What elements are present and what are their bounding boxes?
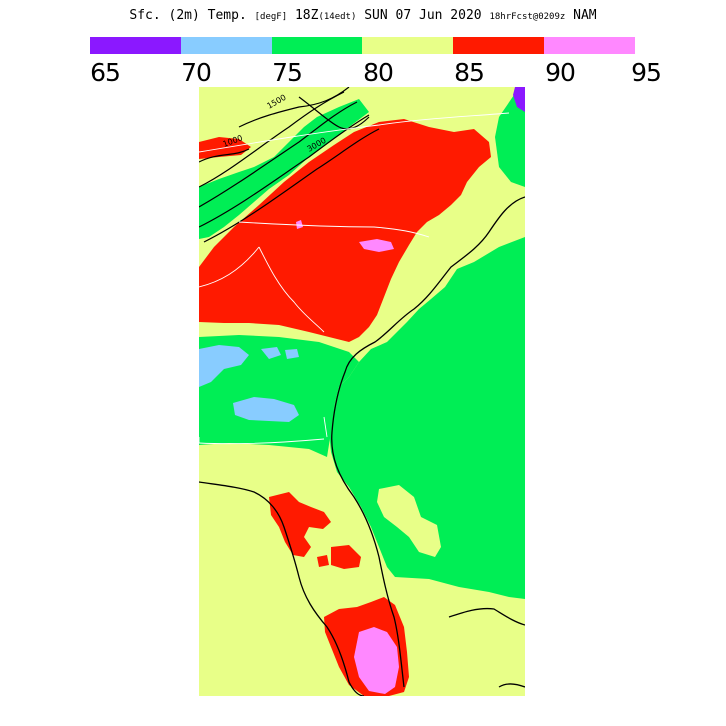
fill-85-90-carolinas xyxy=(199,119,491,342)
legend-tick-95: 95 xyxy=(631,58,662,87)
fill-70-75-small-b xyxy=(285,349,299,359)
legend-tick-70: 70 xyxy=(181,58,212,87)
fill-90-95-sc xyxy=(359,239,394,252)
title-local-time: (14edt) xyxy=(318,12,357,22)
fill-80-85-gulf-stream-patch xyxy=(377,485,441,557)
fill-75-80-ocean xyxy=(329,237,525,599)
elevation-contours xyxy=(199,87,380,243)
fill-70-75-center xyxy=(233,397,299,422)
temperature-map: 1500 3000 1000 xyxy=(199,87,525,696)
map-title: Sfc. (2m) Temp. [degF] 18Z(14edt) SUN 07… xyxy=(0,8,726,23)
title-model: NAM xyxy=(573,8,597,23)
fill-65-70-ne-corner xyxy=(513,87,525,112)
legend-tick-65: 65 xyxy=(90,58,121,87)
fill-75-80-north-coast xyxy=(495,87,525,187)
fill-90-95-fl-south xyxy=(354,627,399,694)
legend-tick-85: 85 xyxy=(454,58,485,87)
legend-tick-80: 80 xyxy=(363,58,394,87)
legend-swatch-90-95 xyxy=(544,37,635,54)
title-date: SUN 07 Jun 2020 xyxy=(364,8,482,23)
legend-swatch-85-90 xyxy=(453,37,545,54)
legend-swatch-75-80 xyxy=(271,37,363,54)
color-legend-bar xyxy=(90,37,635,54)
title-variable: Sfc. (2m) Temp. xyxy=(129,8,247,23)
fill-85-90-fl-small xyxy=(317,555,329,567)
legend-swatch-70-75 xyxy=(180,37,272,54)
fill-75-80-appalachia xyxy=(199,99,369,239)
fill-70-75-small-a xyxy=(261,347,281,359)
legend-swatch-65-70 xyxy=(90,37,181,54)
title-forecast: 18hrFcst@0209z xyxy=(489,12,566,22)
fill-75-80-georgia-band xyxy=(199,335,359,457)
fill-85-90-fl-central xyxy=(331,545,361,569)
fill-85-90-fl-north xyxy=(269,492,331,557)
legend-tick-90: 90 xyxy=(545,58,576,87)
legend-tick-75: 75 xyxy=(272,58,303,87)
title-units: [degF] xyxy=(254,12,288,22)
legend-swatch-80-85 xyxy=(362,37,454,54)
temperature-map-canvas: 1500 3000 1000 xyxy=(199,87,525,696)
legend-tick-labels: 65 70 75 80 85 90 95 xyxy=(0,58,726,88)
fill-90-95-nc-dot xyxy=(296,220,303,229)
fill-70-75-west xyxy=(199,345,249,387)
coastline xyxy=(199,196,525,696)
state-boundaries xyxy=(199,112,510,445)
title-valid-time: 18Z xyxy=(294,8,319,23)
